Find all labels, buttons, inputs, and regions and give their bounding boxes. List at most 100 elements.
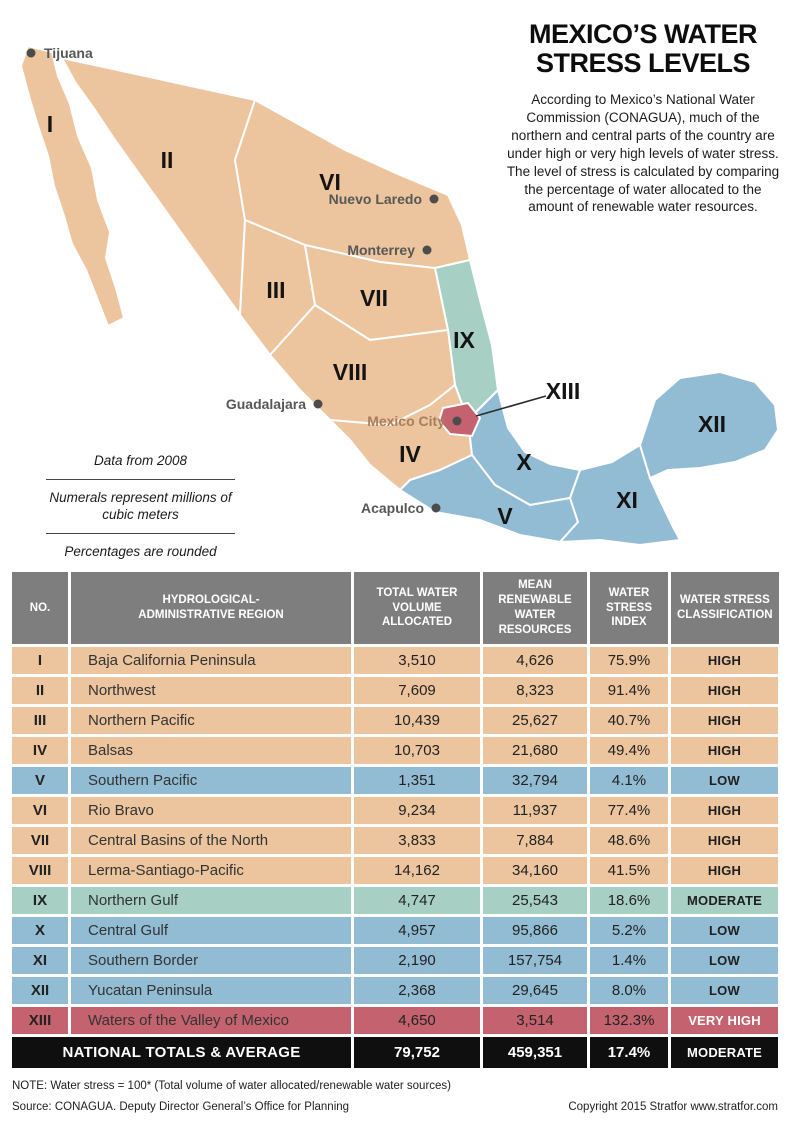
row-renewable: 3,514 (483, 1007, 587, 1034)
map-notes: Data from 2008 Numerals represent millio… (38, 452, 243, 560)
table-row: XI Southern Border 2,190 157,754 1.4% LO… (12, 947, 778, 974)
table-row: VII Central Basins of the North 3,833 7,… (12, 827, 778, 854)
row-classification: HIGH (671, 797, 778, 824)
city-label-monterrey: Monterrey (347, 242, 415, 258)
row-region-number: XIII (12, 1007, 68, 1034)
footer: NOTE: Water stress = 100* (Total volume … (12, 1080, 778, 1113)
row-allocated: 1,351 (354, 767, 480, 794)
note-percentages: Percentages are rounded (64, 543, 217, 559)
row-classification: HIGH (671, 677, 778, 704)
table-row: XIII Waters of the Valley of Mexico 4,65… (12, 1007, 778, 1034)
region-label-vii: VII (360, 285, 388, 311)
title-block: MEXICO’S WATER STRESS LEVELS According t… (506, 20, 780, 216)
city-label-mexico-city: Mexico City (367, 413, 445, 429)
row-renewable: 157,754 (483, 947, 587, 974)
row-region-number: VII (12, 827, 68, 854)
col-header-stress-index: WATER STRESS INDEX (590, 572, 668, 644)
table-row: IV Balsas 10,703 21,680 49.4% HIGH (12, 737, 778, 764)
row-allocated: 10,703 (354, 737, 480, 764)
region-label-iv: IV (399, 441, 421, 467)
row-stress-index: 132.3% (590, 1007, 668, 1034)
city-dot-nuevo-laredo (429, 194, 439, 204)
table-row: VIII Lerma-Santiago-Pacific 14,162 34,16… (12, 857, 778, 884)
row-region-name: Rio Bravo (71, 797, 351, 824)
row-stress-index: 18.6% (590, 887, 668, 914)
totals-renewable: 459,351 (483, 1037, 587, 1068)
totals-label: NATIONAL TOTALS & AVERAGE (12, 1037, 351, 1068)
row-stress-index: 4.1% (590, 767, 668, 794)
row-region-name: Yucatan Peninsula (71, 977, 351, 1004)
row-classification: LOW (671, 917, 778, 944)
row-renewable: 21,680 (483, 737, 587, 764)
table-row: I Baja California Peninsula 3,510 4,626 … (12, 647, 778, 674)
col-header-allocated: TOTAL WATER VOLUME ALLOCATED (354, 572, 480, 644)
totals-allocated: 79,752 (354, 1037, 480, 1068)
table-body: I Baja California Peninsula 3,510 4,626 … (12, 647, 778, 1034)
table-row: VI Rio Bravo 9,234 11,937 77.4% HIGH (12, 797, 778, 824)
mexico-choropleth-map: I II III IV V VI VII VIII IX X XI XII XI… (20, 45, 779, 546)
row-renewable: 25,627 (483, 707, 587, 734)
row-region-number: X (12, 917, 68, 944)
row-allocated: 14,162 (354, 857, 480, 884)
row-region-number: I (12, 647, 68, 674)
row-region-number: II (12, 677, 68, 704)
row-stress-index: 41.5% (590, 857, 668, 884)
row-renewable: 7,884 (483, 827, 587, 854)
row-allocated: 7,609 (354, 677, 480, 704)
note-divider (46, 478, 235, 480)
row-region-name: Central Gulf (71, 917, 351, 944)
row-stress-index: 75.9% (590, 647, 668, 674)
row-renewable: 4,626 (483, 647, 587, 674)
row-region-name: Southern Border (71, 947, 351, 974)
water-stress-table: NO. HYDROLOGICAL-ADMINISTRATIVE REGION T… (12, 572, 779, 1068)
row-renewable: 25,543 (483, 887, 587, 914)
row-allocated: 4,650 (354, 1007, 480, 1034)
col-header-no: NO. (12, 572, 68, 644)
region-label-viii: VIII (333, 359, 368, 385)
city-label-nuevo-laredo: Nuevo Laredo (329, 191, 422, 207)
region-label-iii: III (266, 277, 285, 303)
city-label-guadalajara: Guadalajara (226, 396, 306, 412)
row-allocated: 2,368 (354, 977, 480, 1004)
row-region-name: Baja California Peninsula (71, 647, 351, 674)
row-region-number: XI (12, 947, 68, 974)
row-region-name: Northern Gulf (71, 887, 351, 914)
city-dot-tijuana (26, 48, 36, 58)
region-label-i: I (47, 111, 53, 137)
totals-classification: MODERATE (671, 1037, 778, 1068)
city-label-acapulco: Acapulco (361, 500, 424, 516)
row-renewable: 11,937 (483, 797, 587, 824)
row-region-name: Waters of the Valley of Mexico (71, 1007, 351, 1034)
row-classification: MODERATE (671, 887, 778, 914)
map-region-xi (559, 444, 681, 546)
region-label-ii: II (161, 147, 174, 173)
row-region-name: Northwest (71, 677, 351, 704)
row-region-number: IX (12, 887, 68, 914)
region-label-vi: VI (319, 169, 341, 195)
row-allocated: 2,190 (354, 947, 480, 974)
city-dot-mexico-city (452, 416, 462, 426)
row-renewable: 95,866 (483, 917, 587, 944)
region-label-xiii: XIII (546, 378, 581, 404)
xiii-pointer-line (475, 395, 547, 417)
row-region-name: Southern Pacific (71, 767, 351, 794)
table-row: III Northern Pacific 10,439 25,627 40.7%… (12, 707, 778, 734)
note-data-year: Data from 2008 (93, 453, 188, 468)
row-allocated: 3,510 (354, 647, 480, 674)
region-label-x: X (516, 449, 532, 475)
row-stress-index: 40.7% (590, 707, 668, 734)
table-header-row: NO. HYDROLOGICAL-ADMINISTRATIVE REGION T… (12, 572, 779, 644)
table-row: IX Northern Gulf 4,747 25,543 18.6% MODE… (12, 887, 778, 914)
row-allocated: 9,234 (354, 797, 480, 824)
row-renewable: 32,794 (483, 767, 587, 794)
map-region-i (20, 45, 125, 327)
row-region-number: VIII (12, 857, 68, 884)
note-divider (46, 532, 235, 534)
totals-stress-index: 17.4% (590, 1037, 668, 1068)
row-allocated: 3,833 (354, 827, 480, 854)
city-dot-guadalajara (313, 399, 323, 409)
row-region-number: IV (12, 737, 68, 764)
city-dot-acapulco (431, 503, 441, 513)
city-dot-monterrey (422, 245, 432, 255)
intro-text: According to Mexico’s National Water Com… (506, 91, 780, 215)
